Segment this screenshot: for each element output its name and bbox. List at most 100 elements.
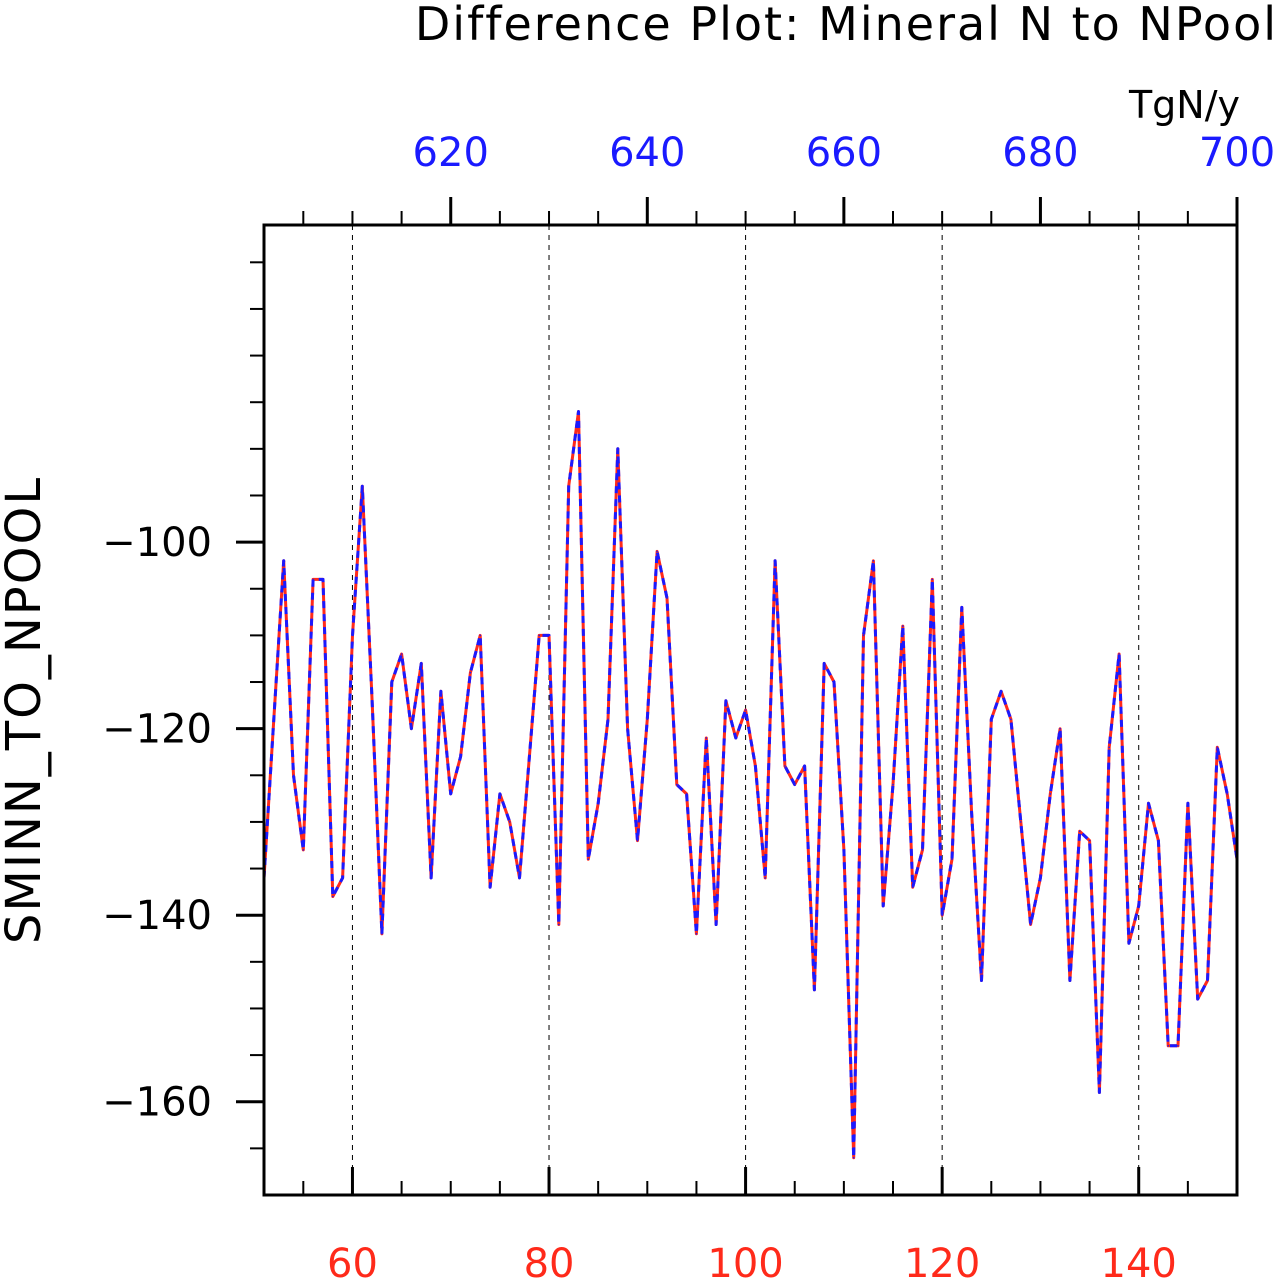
data-point: [754, 765, 757, 767]
data-point: [715, 923, 717, 926]
tick-labels: 60 80 100 120 140 620 640 660 680 700 −160 −140 −120…: [102, 130, 1275, 1286]
data-point: [882, 905, 884, 907]
data-point: [449, 793, 452, 795]
data-point: [312, 578, 314, 581]
data-point: [273, 718, 275, 721]
data-point: [1196, 998, 1199, 1000]
data-point: [430, 877, 432, 879]
data-point: [636, 839, 639, 842]
x-tick-label-bottom: 120: [904, 1241, 980, 1286]
data-point: [351, 634, 354, 637]
data-point: [518, 877, 521, 879]
data-point: [744, 709, 747, 711]
data-point: [528, 755, 531, 758]
data-point: [911, 886, 914, 888]
y-tick-label: −160: [102, 1080, 212, 1126]
data-point: [626, 727, 629, 730]
data-point: [1177, 1045, 1179, 1047]
data-point: [548, 634, 550, 637]
data-point: [646, 718, 649, 721]
data-point: [902, 625, 904, 627]
data-point: [735, 737, 737, 739]
data-point: [990, 718, 993, 721]
data-point: [391, 681, 393, 683]
data-point: [302, 849, 305, 851]
y-axis-label: SMINN_TO_NPOOL: [0, 476, 52, 944]
data-point: [813, 989, 816, 991]
y-tick-label: −140: [102, 893, 212, 939]
data-point: [695, 933, 698, 935]
data-point: [489, 886, 491, 888]
data-point: [459, 755, 462, 758]
data-point: [479, 634, 482, 637]
data-point: [410, 727, 413, 730]
data-point: [862, 634, 865, 637]
data-point: [1059, 727, 1061, 730]
data-point: [577, 410, 580, 413]
y-tick-label: −120: [102, 707, 212, 753]
data-point: [597, 802, 599, 805]
x-tick-label-top: 700: [1199, 130, 1275, 176]
data-point: [1137, 905, 1140, 907]
data-point: [1128, 942, 1130, 944]
data-point: [400, 653, 403, 655]
data-point: [499, 793, 501, 795]
data-point: [705, 737, 708, 739]
data-point: [282, 560, 285, 562]
data-point: [332, 895, 334, 898]
data-point: [823, 662, 825, 665]
series-line-blue-dashed: [262, 410, 1239, 1160]
data-point: [803, 765, 806, 767]
data-point: [607, 718, 609, 721]
plot-frame: [262, 223, 1239, 1197]
data-point: [921, 849, 924, 851]
data-point: [1029, 923, 1032, 926]
data-point: [793, 783, 796, 786]
data-point: [1098, 1091, 1101, 1094]
units-label: TgN/y: [1128, 83, 1240, 127]
data-point: [1216, 746, 1219, 749]
data-point: [833, 681, 835, 683]
data-point: [1069, 979, 1071, 982]
data-point: [361, 485, 364, 488]
data-point: [440, 690, 442, 693]
data-point: [587, 858, 590, 860]
axis-ticks: [236, 197, 1239, 1195]
x-tick-label-top: 640: [609, 130, 685, 176]
x-tick-label-bottom: 100: [707, 1241, 783, 1286]
data-point: [656, 550, 658, 553]
data-point: [774, 560, 776, 562]
x-tick-label-top: 660: [806, 130, 882, 176]
data-point: [567, 485, 570, 488]
data-point: [892, 783, 894, 786]
chart-title: Difference Plot: Mineral N to NPool: [415, 0, 1278, 51]
data-point: [1039, 877, 1042, 879]
data-point: [951, 858, 953, 860]
data-point: [1206, 979, 1209, 982]
x-tick-label-bottom: 80: [524, 1241, 575, 1286]
data-point: [961, 606, 963, 609]
x-tick-label-bottom: 60: [327, 1241, 378, 1286]
data-point: [685, 793, 688, 795]
data-point: [764, 877, 766, 879]
data-point: [1167, 1045, 1169, 1047]
data-point: [1078, 830, 1081, 833]
data-point: [1157, 839, 1160, 842]
data-point: [676, 783, 678, 786]
data-point: [843, 849, 845, 851]
data-point: [970, 811, 973, 814]
data-point: [852, 1156, 855, 1159]
y-tick-label: −100: [102, 520, 212, 566]
data-point: [980, 979, 983, 982]
data-point: [558, 923, 560, 926]
data-point: [931, 578, 934, 581]
data-point: [1049, 793, 1052, 795]
series-lines: [262, 410, 1239, 1160]
data-point: [941, 914, 943, 916]
data-point: [1118, 653, 1120, 655]
data-point: [1187, 802, 1189, 805]
data-point: [872, 560, 875, 562]
x-tick-label-bottom: 140: [1101, 1241, 1177, 1286]
data-point: [381, 933, 383, 935]
